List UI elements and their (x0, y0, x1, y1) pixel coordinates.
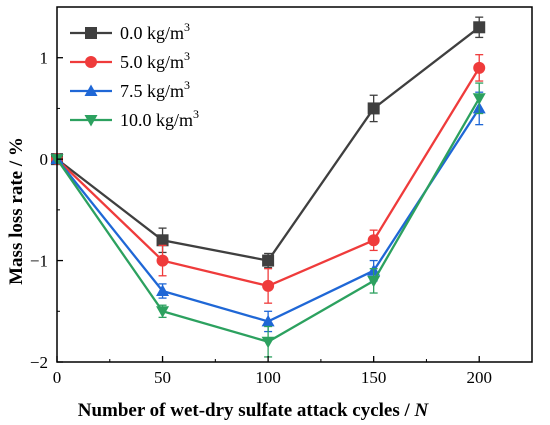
legend-label: 5.0 kg/m3 (120, 49, 190, 72)
x-tick-label: 100 (255, 368, 281, 387)
x-axis-title: Number of wet-dry sulfate attack cycles … (78, 400, 430, 421)
data-point (473, 61, 486, 74)
legend-item: 5.0 kg/m3 (70, 49, 190, 72)
axis-ticks: 0 50 100 150 200 −2 −1 0 1 (30, 49, 492, 387)
data-point (262, 279, 275, 292)
data-point (156, 234, 169, 247)
plot-frame (56, 6, 533, 363)
y-axis-title: Mass loss rate / % (6, 137, 27, 285)
data-point (156, 284, 170, 296)
plot-area (50, 16, 486, 358)
legend-swatch-marker (84, 84, 98, 96)
data-point (367, 234, 380, 247)
legend: 0.0 kg/m3 5.0 kg/m3 7.5 kg/m3 10.0 kg/m3 (70, 20, 199, 130)
data-point (156, 306, 170, 318)
data-point (261, 336, 275, 349)
x-tick-label: 0 (53, 368, 62, 387)
x-tick-label: 50 (154, 368, 171, 387)
data-point (261, 314, 275, 327)
legend-swatch-marker (85, 27, 97, 39)
data-point (367, 102, 380, 115)
legend-label: 7.5 kg/m3 (120, 78, 190, 101)
legend-label: 10.0 kg/m3 (120, 107, 199, 130)
data-point (367, 275, 381, 288)
x-tick-label: 150 (361, 368, 387, 387)
legend-label: 0.0 kg/m3 (120, 20, 190, 43)
legend-item: 7.5 kg/m3 (70, 78, 190, 101)
y-tick-label: 1 (40, 49, 49, 68)
legend-item: 0.0 kg/m3 (70, 20, 190, 43)
x-tick-label: 200 (466, 368, 492, 387)
data-point (262, 254, 275, 267)
legend-item: 10.0 kg/m3 (70, 107, 199, 130)
y-tick-label: −2 (30, 353, 48, 372)
y-tick-label: 0 (40, 150, 49, 169)
y-tick-label: −1 (30, 252, 48, 271)
series-3 (50, 82, 486, 358)
data-point (156, 254, 169, 267)
legend-swatch-marker (85, 56, 97, 68)
data-point (473, 21, 486, 34)
legend-swatch-marker (84, 115, 98, 127)
series-0 (51, 16, 486, 269)
data-point (472, 93, 486, 105)
